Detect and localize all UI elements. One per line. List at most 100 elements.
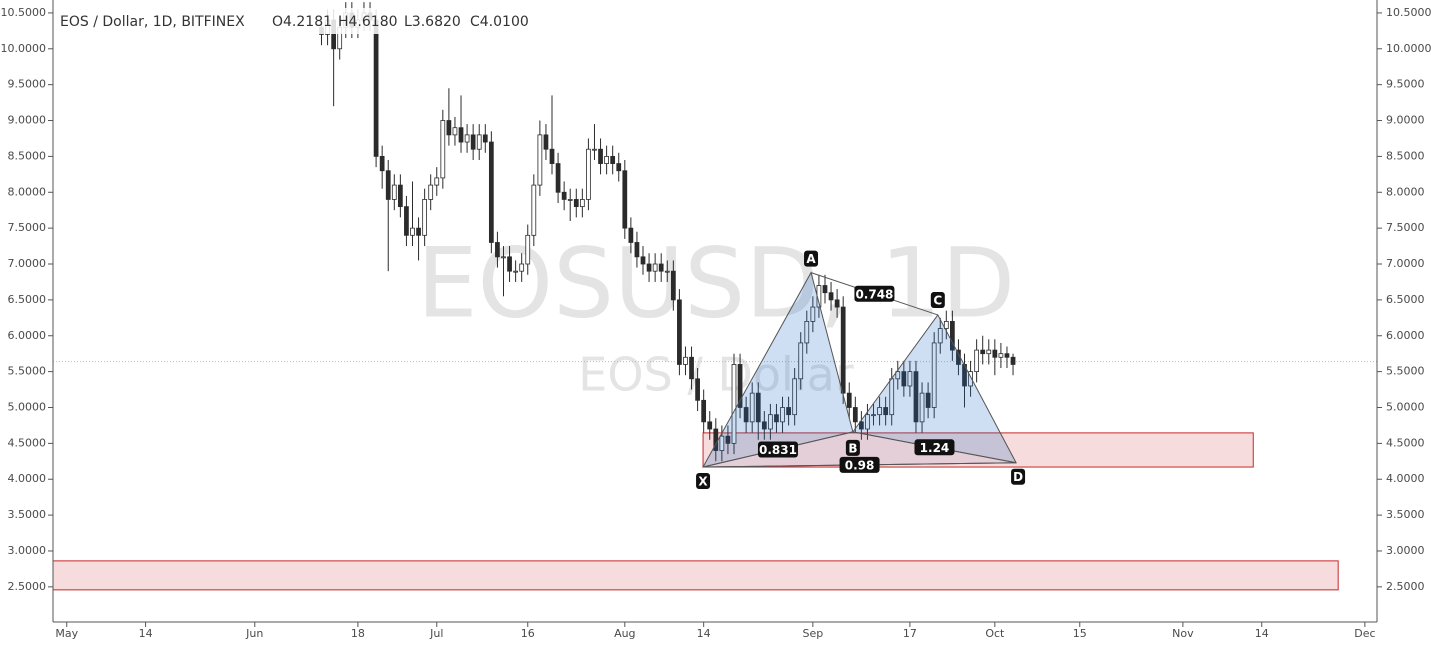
y-tick-label: 10.5000 [1386,6,1431,19]
candle-body [943,321,949,329]
candle-body [768,414,773,430]
y-tick-label: 7.5000 [1386,221,1425,234]
candle-body [628,227,634,243]
candle-body [834,299,840,308]
candle-body [774,414,779,423]
y-tick-label: 4.0000 [8,472,47,485]
candle-body [549,148,555,164]
candle-body [555,163,561,193]
candle-body [737,364,743,408]
candle-body [968,371,973,387]
x-tick-label: Jul [429,627,443,640]
y-tick-label: 6.5000 [8,293,47,306]
y-tick-label: 9.0000 [1386,114,1425,127]
candle-body [877,407,882,416]
badge [854,285,895,302]
candle-body [567,199,573,201]
candle-body [422,199,427,236]
candle-body [652,263,658,272]
candle-body [488,141,494,243]
y-tick-label: 8.5000 [1386,149,1425,162]
badge [696,473,711,490]
badge-label: A [806,252,816,266]
candle-body [786,407,791,416]
badge-label: C [933,293,942,307]
y-tick-label: 3.5000 [8,508,47,521]
y-tick-label: 3.5000 [1386,508,1425,521]
candle-body [670,270,676,301]
y-tick-label: 6.5000 [1386,293,1425,306]
candle-body [579,199,585,208]
badge [845,439,860,456]
y-tick-label: 5.5000 [1386,365,1425,378]
candle-body [482,134,488,143]
candle-body [646,263,652,272]
x-tick-label: 18 [351,627,365,640]
candle-body [543,134,549,150]
candle-body [495,242,500,258]
candle-body [743,407,749,423]
candle-body [846,392,852,408]
candle-body [755,392,761,423]
candle-body [513,270,518,273]
candle-body [586,148,591,200]
zone [53,560,1339,591]
y-tick-label: 4.5000 [1386,436,1425,449]
x-tick-label: Nov [1172,627,1194,640]
candle-body [476,134,482,150]
candle-body [749,392,755,423]
candle-body [428,184,434,200]
candle-body [950,321,955,351]
y-tick-label: 10.0000 [1386,42,1431,55]
candle-body [434,177,440,186]
candle-body [865,414,870,430]
candle-body [446,120,452,136]
candle-body [792,378,798,416]
candle-body [689,356,694,380]
x-tick-label: 14 [1255,627,1269,640]
candle-body [931,342,937,408]
y-tick-label: 5.0000 [1386,400,1425,413]
y-tick-label: 8.0000 [8,185,47,198]
candle-body [937,328,943,344]
candle-body [531,184,537,236]
ohlc-label: H4.6180 [338,14,398,30]
candle-body [761,421,767,430]
candle-body [598,148,603,164]
badge-label: 1.24 [920,441,950,455]
badge-label: 0.831 [759,443,797,457]
candle-body [913,371,919,423]
candle-body [992,349,998,358]
candle-body [373,19,379,157]
x-tick-label: Sep [802,627,823,640]
candle-body [404,206,409,236]
x-tick-label: Aug [614,627,635,640]
candle-body [610,155,616,164]
y-tick-label: 7.5000 [8,221,47,234]
candle-body [677,299,682,365]
candle-body [397,184,403,208]
candle-body [883,407,889,416]
candle-body [501,256,506,259]
candle-body [391,184,397,200]
candle-body [537,134,543,186]
candle-body [634,242,640,258]
candle-body [464,134,470,143]
candle-body [707,421,713,430]
candle-body [470,134,476,150]
candle-body [998,353,1004,358]
candle-body [822,285,828,294]
y-tick-label: 6.0000 [1386,329,1425,342]
candle-body [804,321,810,344]
badge [804,250,819,267]
candle-body [731,364,737,444]
badge [914,439,955,456]
badge [839,456,880,473]
badge [930,291,945,308]
candle-body [410,227,415,236]
y-tick-label: 6.0000 [8,329,47,342]
watermark: EOSUSD, 1D [417,227,1015,339]
y-tick-label: 2.5000 [8,580,47,593]
